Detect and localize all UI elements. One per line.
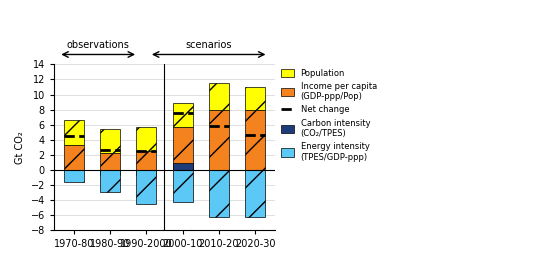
Bar bbox=[100, 153, 120, 170]
Bar bbox=[136, 170, 156, 175]
Y-axis label: Gt CO₂: Gt CO₂ bbox=[15, 131, 25, 164]
Bar bbox=[209, 83, 229, 110]
Bar bbox=[245, 170, 265, 217]
Bar bbox=[64, 120, 84, 145]
Bar bbox=[64, 145, 84, 170]
Bar bbox=[245, 110, 265, 170]
Bar bbox=[136, 151, 156, 170]
Bar bbox=[136, 127, 156, 151]
Legend: Population, Income per capita
(GDP-ppp/Pop), Net change, Carbon intensity
(CO₂/T: Population, Income per capita (GDP-ppp/P… bbox=[281, 69, 377, 162]
Bar bbox=[173, 170, 193, 202]
Bar bbox=[245, 87, 265, 110]
Bar bbox=[100, 129, 120, 153]
Bar bbox=[136, 170, 156, 204]
Text: observations: observations bbox=[67, 40, 130, 50]
Bar bbox=[173, 103, 193, 127]
Bar bbox=[209, 110, 229, 170]
Text: scenarios: scenarios bbox=[185, 40, 232, 50]
Bar bbox=[100, 170, 120, 175]
Bar bbox=[209, 170, 229, 217]
Bar bbox=[173, 163, 193, 170]
Bar bbox=[64, 170, 84, 182]
Bar bbox=[173, 127, 193, 170]
Bar bbox=[100, 170, 120, 192]
